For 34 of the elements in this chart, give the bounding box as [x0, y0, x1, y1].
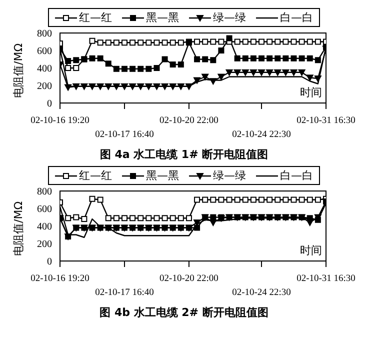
legend-label: 白—白 [280, 168, 313, 183]
x-tick-label: 02-10-16 19:20 [30, 274, 90, 284]
text: 图 4b 水工电缆 2# 断开电阻值图 [98, 305, 270, 320]
x-tick-label: 02-10-17 16:40 [95, 288, 154, 298]
legend-label: 红—红 [79, 10, 112, 25]
x-tick-label: 02-10-17 16:40 [95, 130, 154, 140]
legend-label: 红—红 [79, 168, 112, 183]
y-tick-label: 600 [37, 46, 52, 58]
y-tick-label: 400 [37, 64, 52, 75]
y-tick-label: 400 [37, 222, 52, 233]
x-tick-label: 02-10-24 22:30 [232, 288, 292, 298]
y-tick-label: 0 [47, 98, 52, 110]
x-axis-title: 时间 [300, 243, 322, 258]
legend-label: 白—白 [280, 10, 313, 25]
x-tick-label: 02-10-24 22:30 [232, 130, 292, 140]
x-tick-label: 02-10-31 16:30 [296, 116, 356, 126]
x-axis-title: 时间 [300, 85, 322, 100]
y-axis-title: 电阻值/MΩ [12, 201, 25, 256]
x-tick-label: 02-10-16 19:20 [30, 116, 90, 126]
y-tick-label: 800 [37, 186, 52, 198]
x-tick-label: 02-10-31 16:30 [296, 274, 356, 284]
legend-label: 绿—绿 [213, 168, 246, 183]
y-axis-title: 电阻值/MΩ [12, 43, 25, 98]
x-tick-label: 02-10-20 22:00 [160, 274, 219, 284]
y-tick-label: 200 [37, 81, 52, 92]
x-tick-label: 02-10-20 22:00 [160, 116, 219, 126]
legend-label: 黑—黑 [146, 168, 179, 183]
text: 图 4a 水工电缆 1# 断开电阻值图 [98, 147, 270, 162]
y-tick-label: 600 [37, 204, 52, 216]
y-tick-label: 200 [37, 239, 52, 250]
y-tick-label: 800 [37, 28, 52, 40]
legend-label: 黑—黑 [146, 10, 179, 25]
y-tick-label: 0 [47, 256, 52, 268]
legend-label: 绿—绿 [213, 10, 246, 25]
